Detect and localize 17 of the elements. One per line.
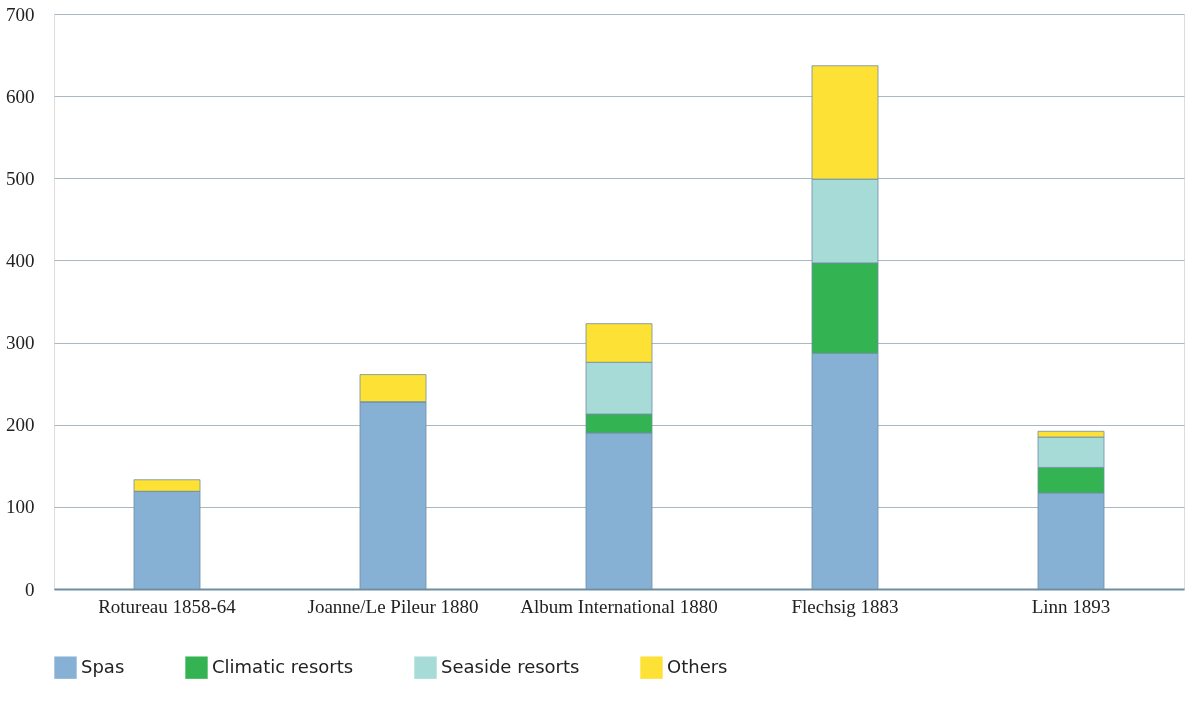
y-tick-label: 300 — [6, 332, 35, 354]
y-tick-label: 600 — [6, 85, 35, 107]
legend-label: Climatic resorts — [212, 655, 354, 677]
y-tick-label: 100 — [6, 496, 35, 518]
x-tick-label: Album International 1880 — [520, 595, 718, 617]
x-tick-label: Rotureau 1858-64 — [98, 595, 237, 617]
x-tick-label: Linn 1893 — [1031, 595, 1111, 617]
x-tick-label: Flechsig 1883 — [791, 595, 899, 617]
y-tick-label: 0 — [25, 578, 35, 600]
legend-label: Seaside resorts — [441, 655, 580, 677]
legend-label: Others — [667, 655, 728, 677]
y-tick-label: 500 — [6, 167, 35, 189]
legend-label: Spas — [81, 655, 125, 677]
y-tick-label: 700 — [6, 3, 35, 25]
x-tick-label: Joanne/Le Pileur 1880 — [307, 595, 479, 617]
y-tick-label: 200 — [6, 414, 35, 436]
y-tick-label: 400 — [6, 249, 35, 271]
